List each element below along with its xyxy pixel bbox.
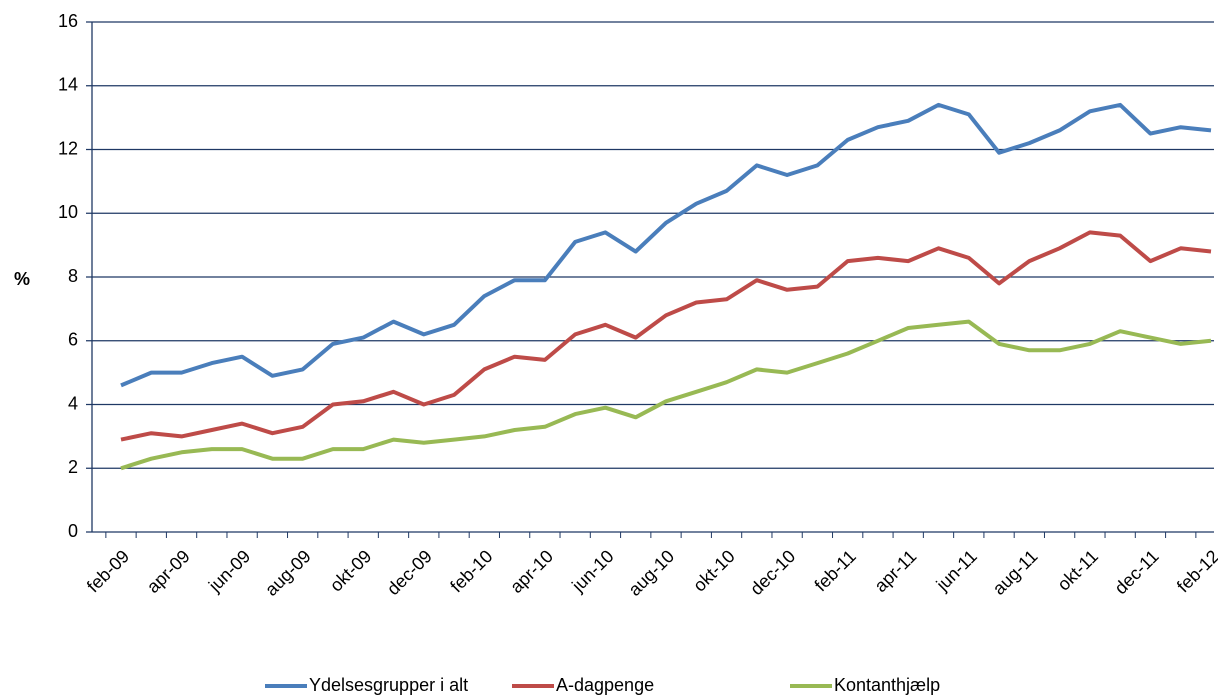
x-tick-label: jun-11: [932, 546, 981, 595]
y-tick-label: 14: [58, 75, 78, 95]
x-tick-label: okt-10: [689, 546, 739, 596]
x-tick-label: feb-11: [811, 546, 860, 595]
y-tick-label: 0: [68, 521, 78, 541]
x-tick-label: apr-09: [143, 546, 194, 597]
x-tick-label: aug-11: [989, 546, 1042, 599]
series-line: [120, 230, 1212, 442]
legend-label: Kontanthjælp: [834, 675, 940, 695]
x-tick-label: dec-09: [383, 546, 436, 599]
x-tick-label: dec-11: [1111, 546, 1163, 598]
y-tick-label: 6: [68, 330, 78, 350]
y-tick-label: 8: [68, 266, 78, 286]
y-tick-label: 4: [68, 393, 78, 413]
x-tick-label: feb-09: [83, 546, 133, 596]
legend-label: A-dagpenge: [556, 675, 654, 695]
x-tick-label: feb-10: [446, 546, 496, 596]
x-tick-label: apr-11: [870, 546, 920, 596]
y-tick-label: 16: [58, 11, 78, 31]
y-tick-label: 2: [68, 457, 78, 477]
x-tick-label: okt-11: [1053, 546, 1102, 595]
series-line: [120, 319, 1212, 471]
x-tick-label: aug-09: [261, 546, 315, 600]
x-tick-label: okt-09: [326, 546, 376, 596]
y-tick-label: 10: [58, 202, 78, 222]
y-tick-label: 12: [58, 138, 78, 158]
x-tick-label: aug-10: [624, 546, 678, 600]
x-tick-label: dec-10: [746, 546, 799, 599]
x-tick-label: jun-09: [204, 546, 254, 596]
y-axis-label: %: [14, 269, 30, 289]
legend-label: Ydelsesgrupper i alt: [309, 675, 468, 695]
series-line: [120, 102, 1212, 388]
x-tick-label: jun-10: [567, 546, 617, 596]
x-tick-label: apr-10: [506, 546, 557, 597]
x-tick-label: feb-12: [1173, 546, 1218, 596]
